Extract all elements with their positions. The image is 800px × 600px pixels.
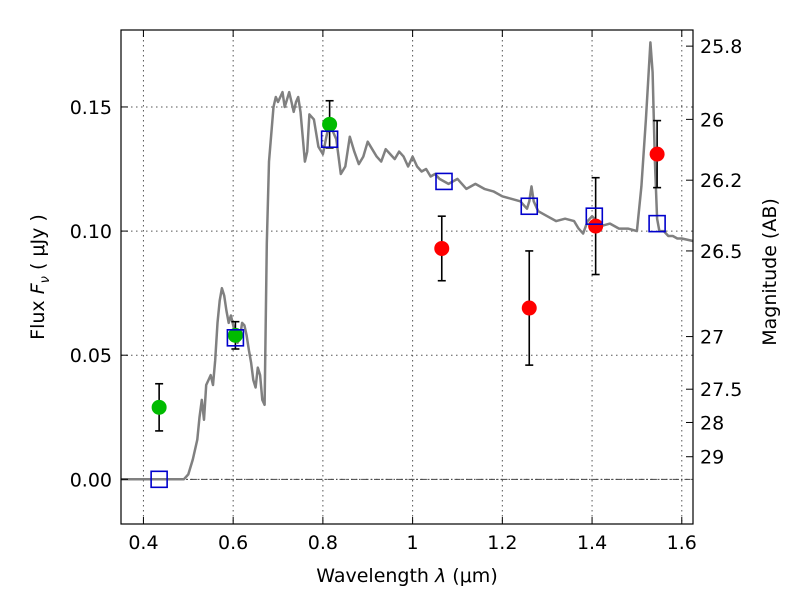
y2-tick-label: 27.5 [700,379,742,401]
y-axis-ticks: 0.00 0.05 0.10 0.15 [70,97,128,491]
data-point [322,116,338,132]
data-point [434,240,450,256]
x-tick-label: 0.4 [128,532,158,554]
series-layer [121,41,694,489]
model-photometry-square [226,329,245,347]
x-axis-ticks: 0.4 0.6 0.8 1 1.2 1.4 1.6 [128,30,697,554]
data-point [588,218,604,234]
model-photometry-square [585,207,604,225]
data-point [521,300,537,316]
y2-axis-ticks: 25.8 26 26.2 26.5 27 27.5 28 29 [686,36,742,469]
y2-tick-label: 26.5 [700,241,742,263]
y2-axis-label: Magnitude (AB) [759,198,781,346]
y2-tick-label: 27 [700,327,724,349]
y-tick-label: 0.10 [70,221,112,243]
y-tick-label: 0.05 [70,345,112,367]
model-photometry-square [648,214,666,233]
x-axis-label: Wavelength λ (μm) [316,565,497,587]
y-axis-label: Flux Fν ( μJy ) [27,214,53,340]
model-photometry-square [150,470,168,489]
y2-tick-label: 26.2 [700,170,742,192]
x-tick-label: 0.6 [218,532,248,554]
y2-tick-label: 26 [700,109,724,131]
x-tick-label: 1 [407,532,419,554]
y-tick-label: 0.00 [70,469,112,491]
data-point [227,327,243,343]
model-photometry-square [520,197,539,216]
x-tick-label: 0.8 [308,532,338,554]
model-photometry-square [320,130,339,149]
x-tick-label: 1.4 [577,532,607,554]
y2-tick-label: 28 [700,412,724,434]
data-point [151,399,167,415]
model-photometry-square [435,172,453,191]
y2-tick-label: 29 [700,447,724,469]
grid [121,30,693,524]
plot-frame [120,29,694,525]
y-tick-label: 0.15 [70,97,112,119]
x-tick-label: 1.2 [487,532,517,554]
x-tick-label: 1.6 [667,532,697,554]
model-spectrum-line [121,41,694,481]
data-point [649,146,665,162]
y2-tick-label: 25.8 [700,36,742,58]
